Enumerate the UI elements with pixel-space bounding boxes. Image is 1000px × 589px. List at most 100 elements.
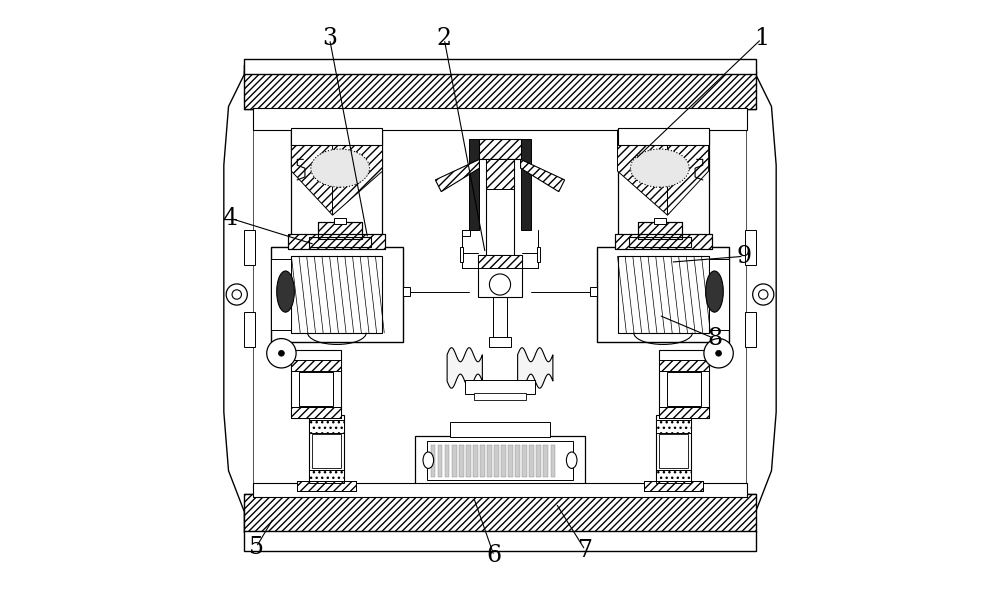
Circle shape	[226, 284, 247, 305]
Circle shape	[704, 339, 733, 368]
Bar	[309, 415, 344, 482]
Bar	[450, 422, 550, 436]
Bar	[629, 237, 691, 247]
Bar	[427, 441, 573, 479]
Bar	[656, 419, 691, 432]
Bar	[618, 128, 709, 145]
Bar	[521, 139, 531, 230]
Bar	[309, 469, 344, 482]
Bar	[469, 139, 479, 230]
Bar	[615, 234, 712, 249]
Bar	[615, 234, 712, 249]
Bar	[334, 218, 346, 224]
Bar	[403, 287, 410, 296]
Bar	[654, 218, 666, 224]
Bar	[271, 259, 291, 330]
Bar	[659, 434, 688, 468]
Bar	[745, 312, 756, 348]
Bar	[638, 222, 682, 239]
Bar	[479, 139, 521, 160]
Bar	[543, 445, 548, 477]
Bar	[466, 445, 471, 477]
Bar	[291, 360, 341, 371]
Bar	[478, 255, 522, 268]
Ellipse shape	[630, 149, 689, 187]
Bar	[253, 482, 335, 497]
Bar	[665, 482, 747, 497]
Polygon shape	[447, 348, 482, 388]
Bar	[445, 445, 449, 477]
Bar	[291, 128, 382, 145]
Bar	[312, 434, 341, 468]
Bar	[618, 130, 709, 247]
Bar	[438, 445, 442, 477]
Bar	[594, 108, 676, 130]
Bar	[333, 108, 667, 130]
Bar	[659, 408, 709, 418]
Bar	[474, 393, 526, 401]
Bar	[309, 419, 344, 432]
Bar	[318, 222, 362, 239]
Text: 5: 5	[249, 535, 264, 559]
Bar	[644, 481, 703, 491]
Polygon shape	[747, 65, 776, 532]
Bar	[473, 445, 478, 477]
Bar	[253, 482, 747, 497]
Ellipse shape	[566, 452, 577, 468]
Bar	[667, 372, 701, 406]
Polygon shape	[224, 65, 253, 532]
Polygon shape	[618, 130, 667, 215]
Text: 3: 3	[322, 28, 337, 51]
Bar	[253, 71, 747, 532]
Bar	[288, 234, 385, 249]
Bar	[462, 230, 470, 236]
Bar	[629, 237, 691, 247]
Polygon shape	[435, 160, 479, 191]
Ellipse shape	[311, 149, 370, 187]
Circle shape	[759, 290, 768, 299]
Bar	[494, 445, 499, 477]
Bar	[659, 408, 709, 418]
Bar	[745, 230, 756, 265]
Bar	[529, 445, 534, 477]
Bar	[291, 350, 341, 418]
Bar	[597, 247, 729, 342]
Bar	[333, 482, 667, 497]
Bar	[244, 494, 756, 532]
Bar	[480, 445, 485, 477]
Bar	[460, 247, 463, 262]
Bar	[659, 360, 709, 371]
Bar	[478, 255, 522, 297]
Bar	[288, 234, 385, 249]
Bar	[253, 108, 747, 130]
Bar	[536, 445, 541, 477]
Text: 1: 1	[754, 28, 769, 51]
Bar	[656, 469, 691, 482]
Bar	[297, 481, 356, 491]
Bar	[537, 247, 540, 262]
Bar	[659, 350, 709, 418]
Text: 7: 7	[578, 538, 593, 561]
Bar	[644, 481, 703, 491]
Bar	[487, 445, 492, 477]
Bar	[244, 531, 756, 551]
Bar	[309, 237, 371, 247]
Bar	[244, 59, 756, 74]
Circle shape	[716, 350, 722, 356]
Bar	[459, 445, 464, 477]
Bar	[244, 312, 255, 348]
Bar	[244, 71, 756, 110]
Bar	[656, 415, 691, 482]
Bar	[309, 237, 371, 247]
Bar	[665, 108, 747, 130]
Circle shape	[278, 350, 284, 356]
Ellipse shape	[277, 271, 294, 312]
Bar	[291, 256, 382, 333]
Bar	[501, 445, 506, 477]
Bar	[489, 337, 511, 348]
Bar	[318, 222, 362, 239]
Bar	[590, 287, 597, 296]
Circle shape	[232, 290, 241, 299]
Bar	[309, 469, 344, 482]
Text: 8: 8	[707, 327, 722, 350]
